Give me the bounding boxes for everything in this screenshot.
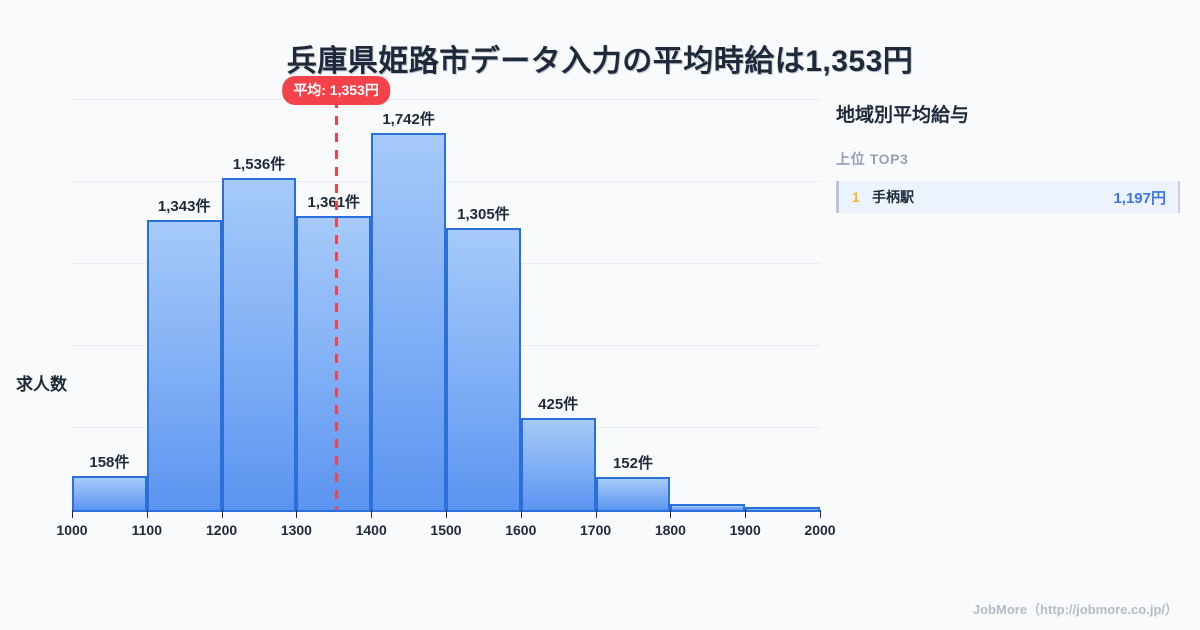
sidebar-heading: 地域別平均給与 bbox=[836, 105, 970, 126]
rank-list: 1 手柄駅 1,197円 bbox=[836, 181, 1180, 213]
histogram-chart: 158件 1,343件 1,536件 1,361件 1,742件 1,305件 425件 15… bbox=[0, 76, 836, 560]
x-axis-tick-label: 1900 bbox=[729, 522, 761, 538]
rank-number: 1 bbox=[852, 189, 860, 205]
x-axis-tick bbox=[146, 510, 148, 518]
x-axis-tick bbox=[670, 510, 672, 518]
average-badge: 平均: 1,353円 bbox=[282, 76, 390, 105]
histogram-bar[interactable] bbox=[221, 177, 297, 510]
x-axis-tick bbox=[745, 510, 747, 518]
x-axis-tick bbox=[371, 510, 373, 518]
x-axis-tick-label: 1300 bbox=[280, 522, 312, 538]
sidebar-subheading: 上位 TOP3 bbox=[836, 151, 909, 167]
average-line bbox=[335, 99, 339, 510]
bar-value-label: 1,343件 bbox=[157, 197, 211, 215]
histogram-bar[interactable] bbox=[446, 227, 521, 510]
x-axis-tick-label: 1400 bbox=[355, 522, 387, 538]
bar-value-label: 1,361件 bbox=[307, 193, 361, 211]
y-axis-label: 求人数 bbox=[16, 375, 67, 394]
histogram-bar[interactable] bbox=[520, 418, 596, 510]
x-axis-tick-label: 1800 bbox=[654, 522, 686, 538]
regional-salary-panel: 地域別平均給与 上位 TOP3 1 手柄駅 1,197円 bbox=[836, 100, 1180, 213]
histogram-bar[interactable] bbox=[146, 219, 222, 510]
rank-salary-value: 1,197円 bbox=[1113, 189, 1166, 207]
gridline bbox=[72, 181, 820, 182]
x-axis-tick bbox=[446, 510, 447, 518]
histogram-bar[interactable] bbox=[371, 133, 446, 510]
x-axis-tick-label: 1000 bbox=[56, 522, 88, 538]
bar-value-label: 425件 bbox=[538, 396, 579, 414]
x-axis-tick-label: 1500 bbox=[430, 522, 462, 538]
x-axis-tick-label: 1100 bbox=[131, 522, 162, 538]
plot-area: 158件 1,343件 1,536件 1,361件 1,742件 1,305件 425件 15… bbox=[72, 76, 820, 510]
rank-row[interactable]: 1 手柄駅 1,197円 bbox=[836, 181, 1180, 213]
histogram-bar[interactable] bbox=[72, 475, 147, 510]
bar-value-label: 1,742件 bbox=[382, 111, 435, 129]
x-axis-tick-label: 1200 bbox=[206, 522, 238, 538]
x-axis-tick bbox=[820, 510, 821, 518]
x-axis-tick bbox=[296, 510, 298, 518]
histogram-bar[interactable] bbox=[745, 507, 820, 510]
bar-value-label: 1,305件 bbox=[457, 205, 510, 223]
gridline bbox=[72, 99, 820, 100]
x-axis-tick-label: 1600 bbox=[505, 522, 537, 538]
footer-watermark: JobMore（http://jobmore.co.jp/） bbox=[972, 602, 1178, 617]
page-title: 兵庫県姫路市データ入力の平均時給は1,353円 bbox=[286, 45, 914, 78]
x-axis-tick bbox=[595, 510, 597, 518]
bar-value-label: 152件 bbox=[612, 455, 653, 473]
histogram-bar[interactable] bbox=[595, 477, 671, 510]
x-axis-tick bbox=[221, 510, 223, 518]
x-axis-tick-label: 2000 bbox=[804, 522, 836, 538]
histogram-bar[interactable] bbox=[670, 503, 746, 510]
bar-value-label: 158件 bbox=[89, 453, 130, 471]
histogram-bar[interactable] bbox=[296, 215, 372, 510]
bar-value-label: 1,536件 bbox=[232, 155, 286, 173]
x-axis-tick bbox=[520, 510, 522, 518]
x-axis-tick bbox=[72, 510, 73, 518]
rank-location-name: 手柄駅 bbox=[872, 189, 914, 205]
x-axis-tick-label: 1700 bbox=[580, 522, 612, 538]
